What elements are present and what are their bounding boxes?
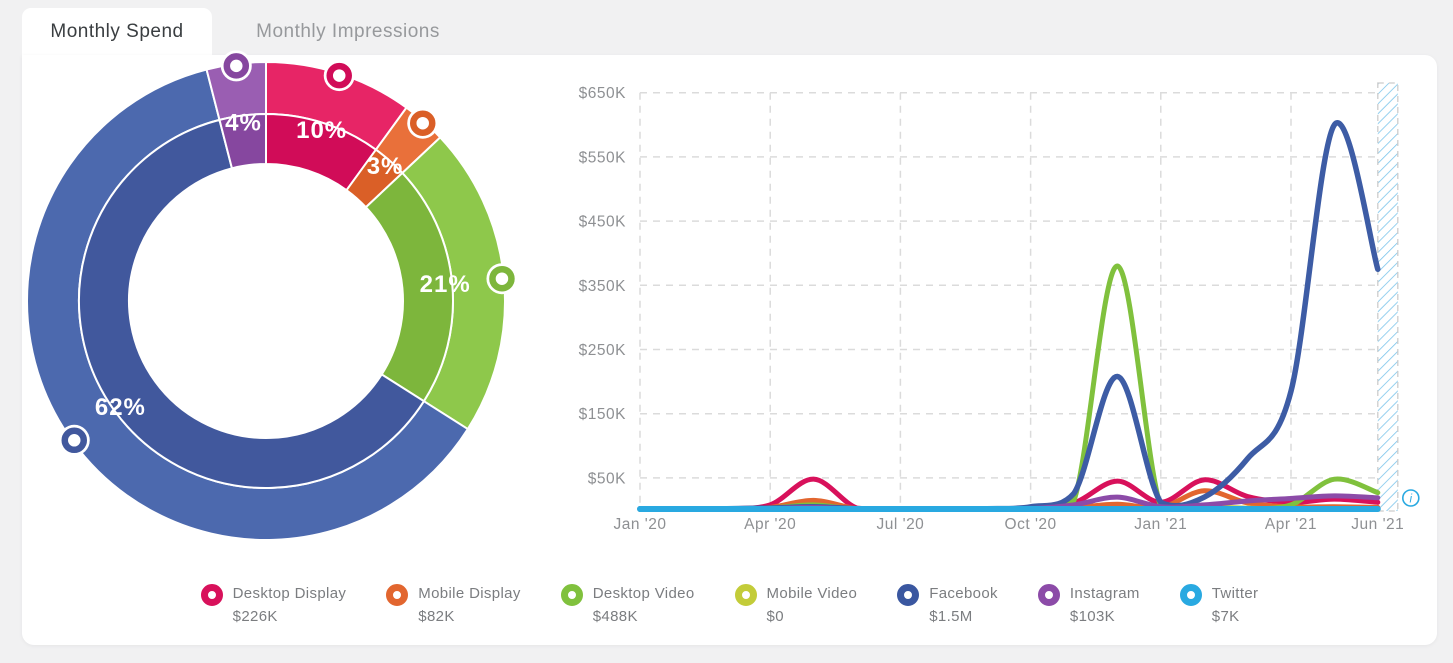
tab-monthly-impressions[interactable]: Monthly Impressions <box>256 20 440 42</box>
spend-line-chart: $650K $550K $450K $350K $250K $150K $50K Jan '2… <box>579 82 1420 533</box>
donut-segment-inner-facebook[interactable] <box>78 118 426 489</box>
legend-label: Mobile Display <box>418 585 521 602</box>
info-icon[interactable]: i <box>1401 489 1420 507</box>
legend-texts: Desktop Display $226K <box>233 582 347 629</box>
chart-card: 10% 3% 21% 62% 4% $650K $550K $450K $350K $250K $… <box>22 50 1437 645</box>
legend-label: Twitter <box>1211 585 1259 602</box>
series-line-desktop-video[interactable] <box>637 263 1381 512</box>
facebook-legend-icon <box>897 584 920 606</box>
x-tick-label: Jan '20 <box>614 516 667 533</box>
legend-label: Facebook <box>929 585 998 602</box>
donut-percent-label-mobile-display: 3% <box>367 153 404 180</box>
y-tick-label: $550K <box>579 149 626 166</box>
donut-percent-label-desktop-video: 21% <box>420 271 471 298</box>
legend-texts: Facebook $1.5M <box>929 582 998 629</box>
legend-texts: Mobile Display $82K <box>418 582 520 629</box>
x-tick-label: Jan '21 <box>1134 516 1187 533</box>
legend-item-twitter[interactable]: Twitter $7K <box>1179 582 1259 629</box>
legend-item-mobile-video[interactable]: Mobile Video $0 <box>734 582 858 629</box>
legend-item-desktop-display[interactable]: Desktop Display $226K <box>200 582 347 629</box>
legend-texts: Mobile Video $0 <box>767 582 858 629</box>
x-tick-label: Jun '21 <box>1351 516 1404 533</box>
legend-label: Desktop Video <box>592 585 695 602</box>
x-tick-label: Apr '21 <box>1265 516 1317 533</box>
legend-value: $7K <box>1211 608 1240 626</box>
desktop-video-legend-icon <box>560 584 583 606</box>
spend-donut-chart: 10% 3% 21% 62% 4% <box>26 50 518 541</box>
x-tick-label: Apr '20 <box>744 516 796 533</box>
y-tick-label: $50K <box>588 470 626 487</box>
desktop-display-legend-icon <box>200 584 223 606</box>
legend-label: Desktop Display <box>232 585 347 602</box>
series-line-facebook[interactable] <box>637 120 1381 512</box>
legend-texts: Twitter $7K <box>1212 582 1259 629</box>
x-tick-label: Oct '20 <box>1005 516 1057 533</box>
y-tick-label: $650K <box>579 85 626 102</box>
instagram-legend-icon <box>1037 584 1060 606</box>
legend-item-instagram[interactable]: Instagram $103K <box>1037 582 1140 629</box>
legend-value: $103K <box>1069 608 1116 626</box>
x-tick-label: Jul '20 <box>876 516 924 533</box>
legend-item-mobile-display[interactable]: Mobile Display $82K <box>386 582 520 629</box>
legend-value: $1.5M <box>929 608 973 626</box>
mobile-video-legend-icon <box>734 584 757 606</box>
donut-marker-instagram[interactable] <box>220 50 252 82</box>
svg-text:i: i <box>1410 494 1413 506</box>
y-tick-label: $150K <box>579 406 626 423</box>
y-tick-label: $250K <box>579 342 626 359</box>
twitter-legend-icon <box>1179 584 1202 606</box>
chart-legend: Desktop Display $226K Mobile Display $82K De… <box>22 582 1437 629</box>
donut-marker-mobile-display[interactable] <box>407 107 439 139</box>
legend-texts: Instagram $103K <box>1070 582 1140 629</box>
legend-value: $226K <box>232 608 278 626</box>
donut-marker-desktop-display[interactable] <box>323 60 355 92</box>
y-tick-label: $450K <box>579 214 626 231</box>
legend-value: $488K <box>592 608 638 626</box>
donut-segment-inner-instagram[interactable] <box>218 112 267 170</box>
y-tick-label: $350K <box>579 278 626 295</box>
legend-label: Mobile Video <box>766 585 858 602</box>
tab-monthly-spend[interactable]: Monthly Spend <box>22 8 212 55</box>
legend-texts: Desktop Video $488K <box>593 582 695 629</box>
tab-bar: Monthly Spend Monthly Impressions <box>22 8 484 55</box>
partial-period-hatch-band <box>1377 82 1399 512</box>
legend-item-facebook[interactable]: Facebook $1.5M <box>897 582 998 629</box>
legend-value: $82K <box>418 608 455 626</box>
donut-marker-desktop-video[interactable] <box>486 263 518 295</box>
donut-percent-label-instagram: 4% <box>225 109 262 136</box>
legend-value: $0 <box>766 608 784 626</box>
donut-percent-label-facebook: 62% <box>95 394 146 421</box>
mobile-display-legend-icon <box>386 584 409 606</box>
donut-percent-label-desktop-display: 10% <box>296 117 347 144</box>
legend-label: Instagram <box>1069 585 1140 602</box>
legend-item-desktop-video[interactable]: Desktop Video $488K <box>560 582 695 629</box>
donut-marker-facebook[interactable] <box>58 424 90 456</box>
